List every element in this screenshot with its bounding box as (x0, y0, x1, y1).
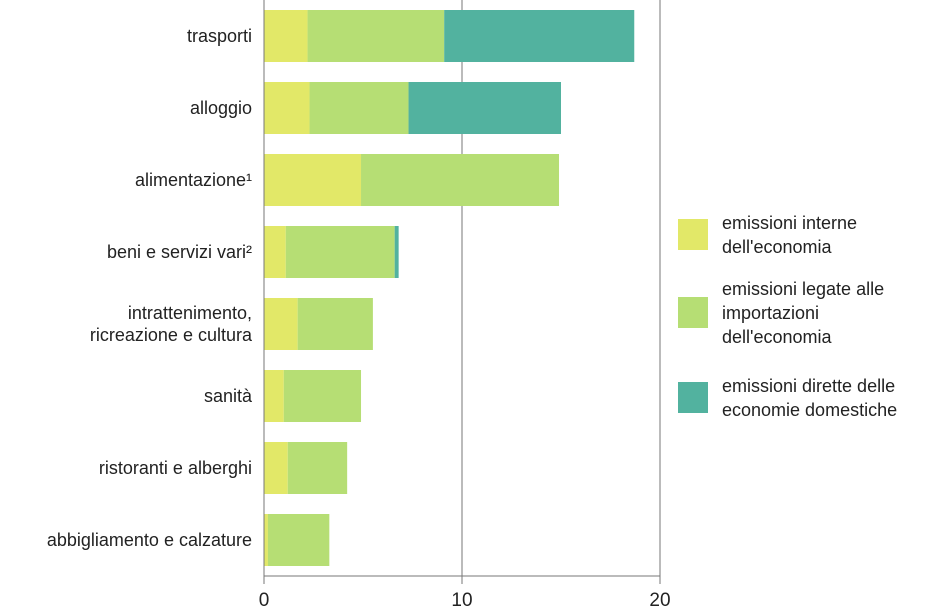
legend-swatch (678, 382, 708, 413)
bar-segment-2 (361, 154, 560, 206)
legend-swatch (678, 219, 708, 250)
x-tick-label: 10 (451, 590, 472, 611)
category-label: intrattenimento, ricreazione e cultura (90, 303, 253, 345)
category-label: abbigliamento e calzature (47, 530, 252, 550)
bar-segment-3 (444, 10, 635, 62)
bar-segment-2 (297, 298, 373, 350)
bar-segment-3 (408, 82, 561, 134)
category-labels: trasporti alloggio alimentazione¹ beni e se… (47, 26, 253, 550)
bar-segment-1 (264, 10, 308, 62)
bar-segment-1 (264, 154, 362, 206)
legend-label: emissioni interne dell'economia (722, 213, 857, 257)
category-label: trasporti (187, 26, 252, 46)
category-label: sanità (204, 386, 253, 406)
category-label: ristoranti e alberghi (99, 458, 252, 478)
legend-label: emissioni dirette delle economie domestic… (722, 376, 897, 420)
x-tick-label: 20 (649, 590, 670, 611)
bar-segment-1 (264, 514, 268, 566)
bar-segment-2 (285, 226, 395, 278)
bar-segment-1 (264, 442, 288, 494)
bar-segment-1 (264, 298, 298, 350)
bar-segment-2 (309, 82, 409, 134)
bar-segment-3 (394, 226, 399, 278)
category-label: beni e servizi vari² (107, 242, 252, 262)
x-tick-label: 0 (259, 590, 270, 611)
bar-segment-1 (264, 370, 284, 422)
bars-group (264, 10, 635, 566)
bar-segment-2 (307, 10, 445, 62)
x-axis-ticks: 0 10 20 (259, 576, 671, 611)
bar-segment-1 (264, 226, 286, 278)
category-label: alimentazione¹ (135, 170, 252, 190)
bar-segment-2 (287, 442, 348, 494)
legend: emissioni interne dell'economia emissioni … (678, 213, 897, 420)
legend-label: emissioni legate alle importazioni dell'ec… (722, 279, 884, 347)
category-label: alloggio (190, 98, 252, 118)
legend-swatch (678, 297, 708, 328)
bar-segment-2 (267, 514, 330, 566)
bar-segment-1 (264, 82, 310, 134)
bar-segment-2 (283, 370, 362, 422)
